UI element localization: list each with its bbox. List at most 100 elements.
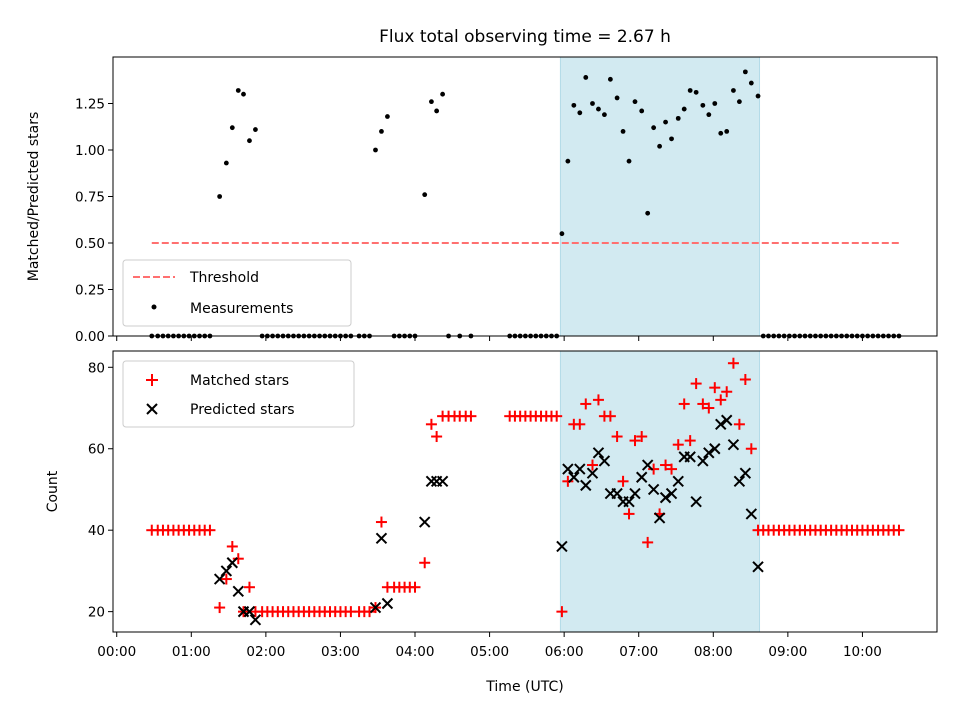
measurement-point [742,69,748,75]
measurement-point [571,102,577,108]
matched-star-point [364,606,376,618]
bottom-legend: Matched stars Predicted stars [122,360,355,428]
predicted-star-point [226,557,239,569]
predicted-star-point [375,532,388,545]
matched-star-point [586,459,598,471]
measurement-point [559,231,565,237]
bottom-highlight-span [559,350,761,633]
y-tick-label: 0.50 [75,236,105,252]
matched-star-point [703,402,715,414]
legend-matched-label: Matched stars [190,373,289,389]
measurement-point [639,108,645,114]
predicted-star-point [703,447,715,459]
matched-star-point [562,475,574,487]
measurement-point [724,129,730,134]
predicted-star-point [580,479,592,492]
chart-title: Flux total observing time = 2.67 h [379,27,671,47]
x-tick-label: 04:00 [396,644,435,660]
matched-star-point [684,435,696,447]
predicted-star-point [243,605,256,618]
matched-star-point [220,573,232,585]
measurement-point [253,127,258,132]
measurement-point [663,119,668,125]
measurement-point [565,158,571,164]
bottom-plot-frame [112,350,938,633]
top-highlight-span [559,56,761,337]
top-legend: Threshold Measurements [122,259,352,327]
y-tick-label: 0.75 [75,190,105,206]
y-tick-label: 0.00 [75,329,105,345]
measurement-point [657,143,662,149]
predicted-star-point [213,573,226,585]
matched-star-point [243,581,255,593]
matched-star-point [727,357,739,369]
matched-star-point [629,435,641,447]
predicted-star-point [568,471,580,483]
matched-star-point [893,524,905,536]
top-y-ticks: 0.00 0.25 0.50 0.75 1.00 1.25 [75,97,113,345]
predicted-star-point [715,418,727,431]
top-legend-box [122,259,352,327]
predicted-star-point [739,467,752,479]
x-tick-label: 09:00 [768,644,807,660]
x-tick-label: 03:00 [321,644,360,660]
predicted-star-point [672,475,684,488]
measurement-point [373,147,378,153]
measurement-point [669,136,674,142]
matched-star-point [636,431,648,443]
x-tick-label: 10:00 [843,644,882,660]
matched-star-point [232,553,244,565]
matched-star-point [574,418,586,430]
legend-measurements-label: Measurements [190,301,293,317]
bottom-x-ticks: 00:00 01:00 02:00 03:00 04:00 05:00 06:00 07:00… [97,632,882,660]
measurement-point [712,101,718,106]
measurement-point [706,112,712,118]
legend-matched-swatch [146,374,158,386]
matched-star-point [709,382,721,394]
predicted-star-point [629,487,641,500]
predicted-star-point [727,438,740,451]
predicted-star-point [232,585,244,597]
bottom-y-axis-label: Count [45,470,61,512]
predicted-star-point [562,463,574,475]
predicted-star-point [611,487,623,500]
matched-star-point [465,410,477,422]
top-y-axis-label: Matched/Predicted stars [26,112,42,282]
predicted-star-point [690,495,702,508]
measurement-point [700,102,706,108]
measurement-point [217,194,223,199]
predicted-star-point [709,443,721,455]
x-tick-label: 01:00 [172,644,211,660]
y-tick-label: 40 [88,523,105,539]
predicted-star-point [659,491,672,504]
legend-threshold-label: Threshold [189,270,259,286]
measurement-point [422,192,428,198]
x-tick-label: 07:00 [619,644,658,660]
matched-star-point [551,410,563,422]
predicted-star-point [220,565,233,577]
matched-star-point [226,540,238,552]
measurement-point [731,88,736,93]
predicted-star-point [436,475,449,488]
bottom-y-ticks: 20 40 60 80 [88,360,113,621]
predicted-star-point [641,459,654,471]
measurement-point [241,91,246,97]
predicted-star-point [647,483,660,496]
measurement-point [379,129,384,134]
predicted-star-point [586,467,599,479]
predicted-star-point [653,512,666,524]
matched-star-point [592,394,604,406]
measurement-point [632,99,638,105]
predicted-star-point [369,601,382,614]
measurement-point [385,114,390,119]
matched-star-point [721,386,733,398]
matched-star-point [715,394,727,406]
matched-star-point [666,463,678,475]
y-tick-label: 20 [88,605,105,621]
measurement-point [434,108,440,114]
matched-star-point [580,398,592,410]
matched-star-point [648,463,660,475]
predicted-star-point [598,455,611,467]
